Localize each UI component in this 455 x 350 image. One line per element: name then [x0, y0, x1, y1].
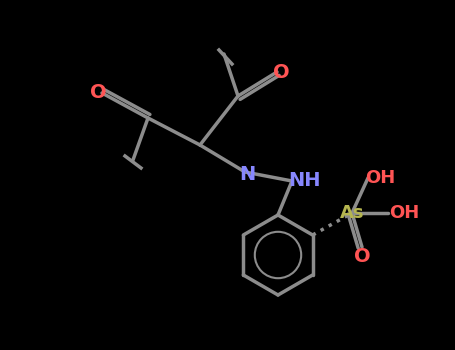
Text: OH: OH	[389, 204, 419, 222]
Text: O: O	[273, 63, 289, 82]
Text: O: O	[354, 247, 370, 266]
Text: N: N	[239, 166, 255, 184]
Text: NH: NH	[288, 172, 320, 190]
Text: OH: OH	[365, 169, 395, 187]
Text: As: As	[340, 204, 364, 222]
Text: O: O	[90, 84, 106, 103]
